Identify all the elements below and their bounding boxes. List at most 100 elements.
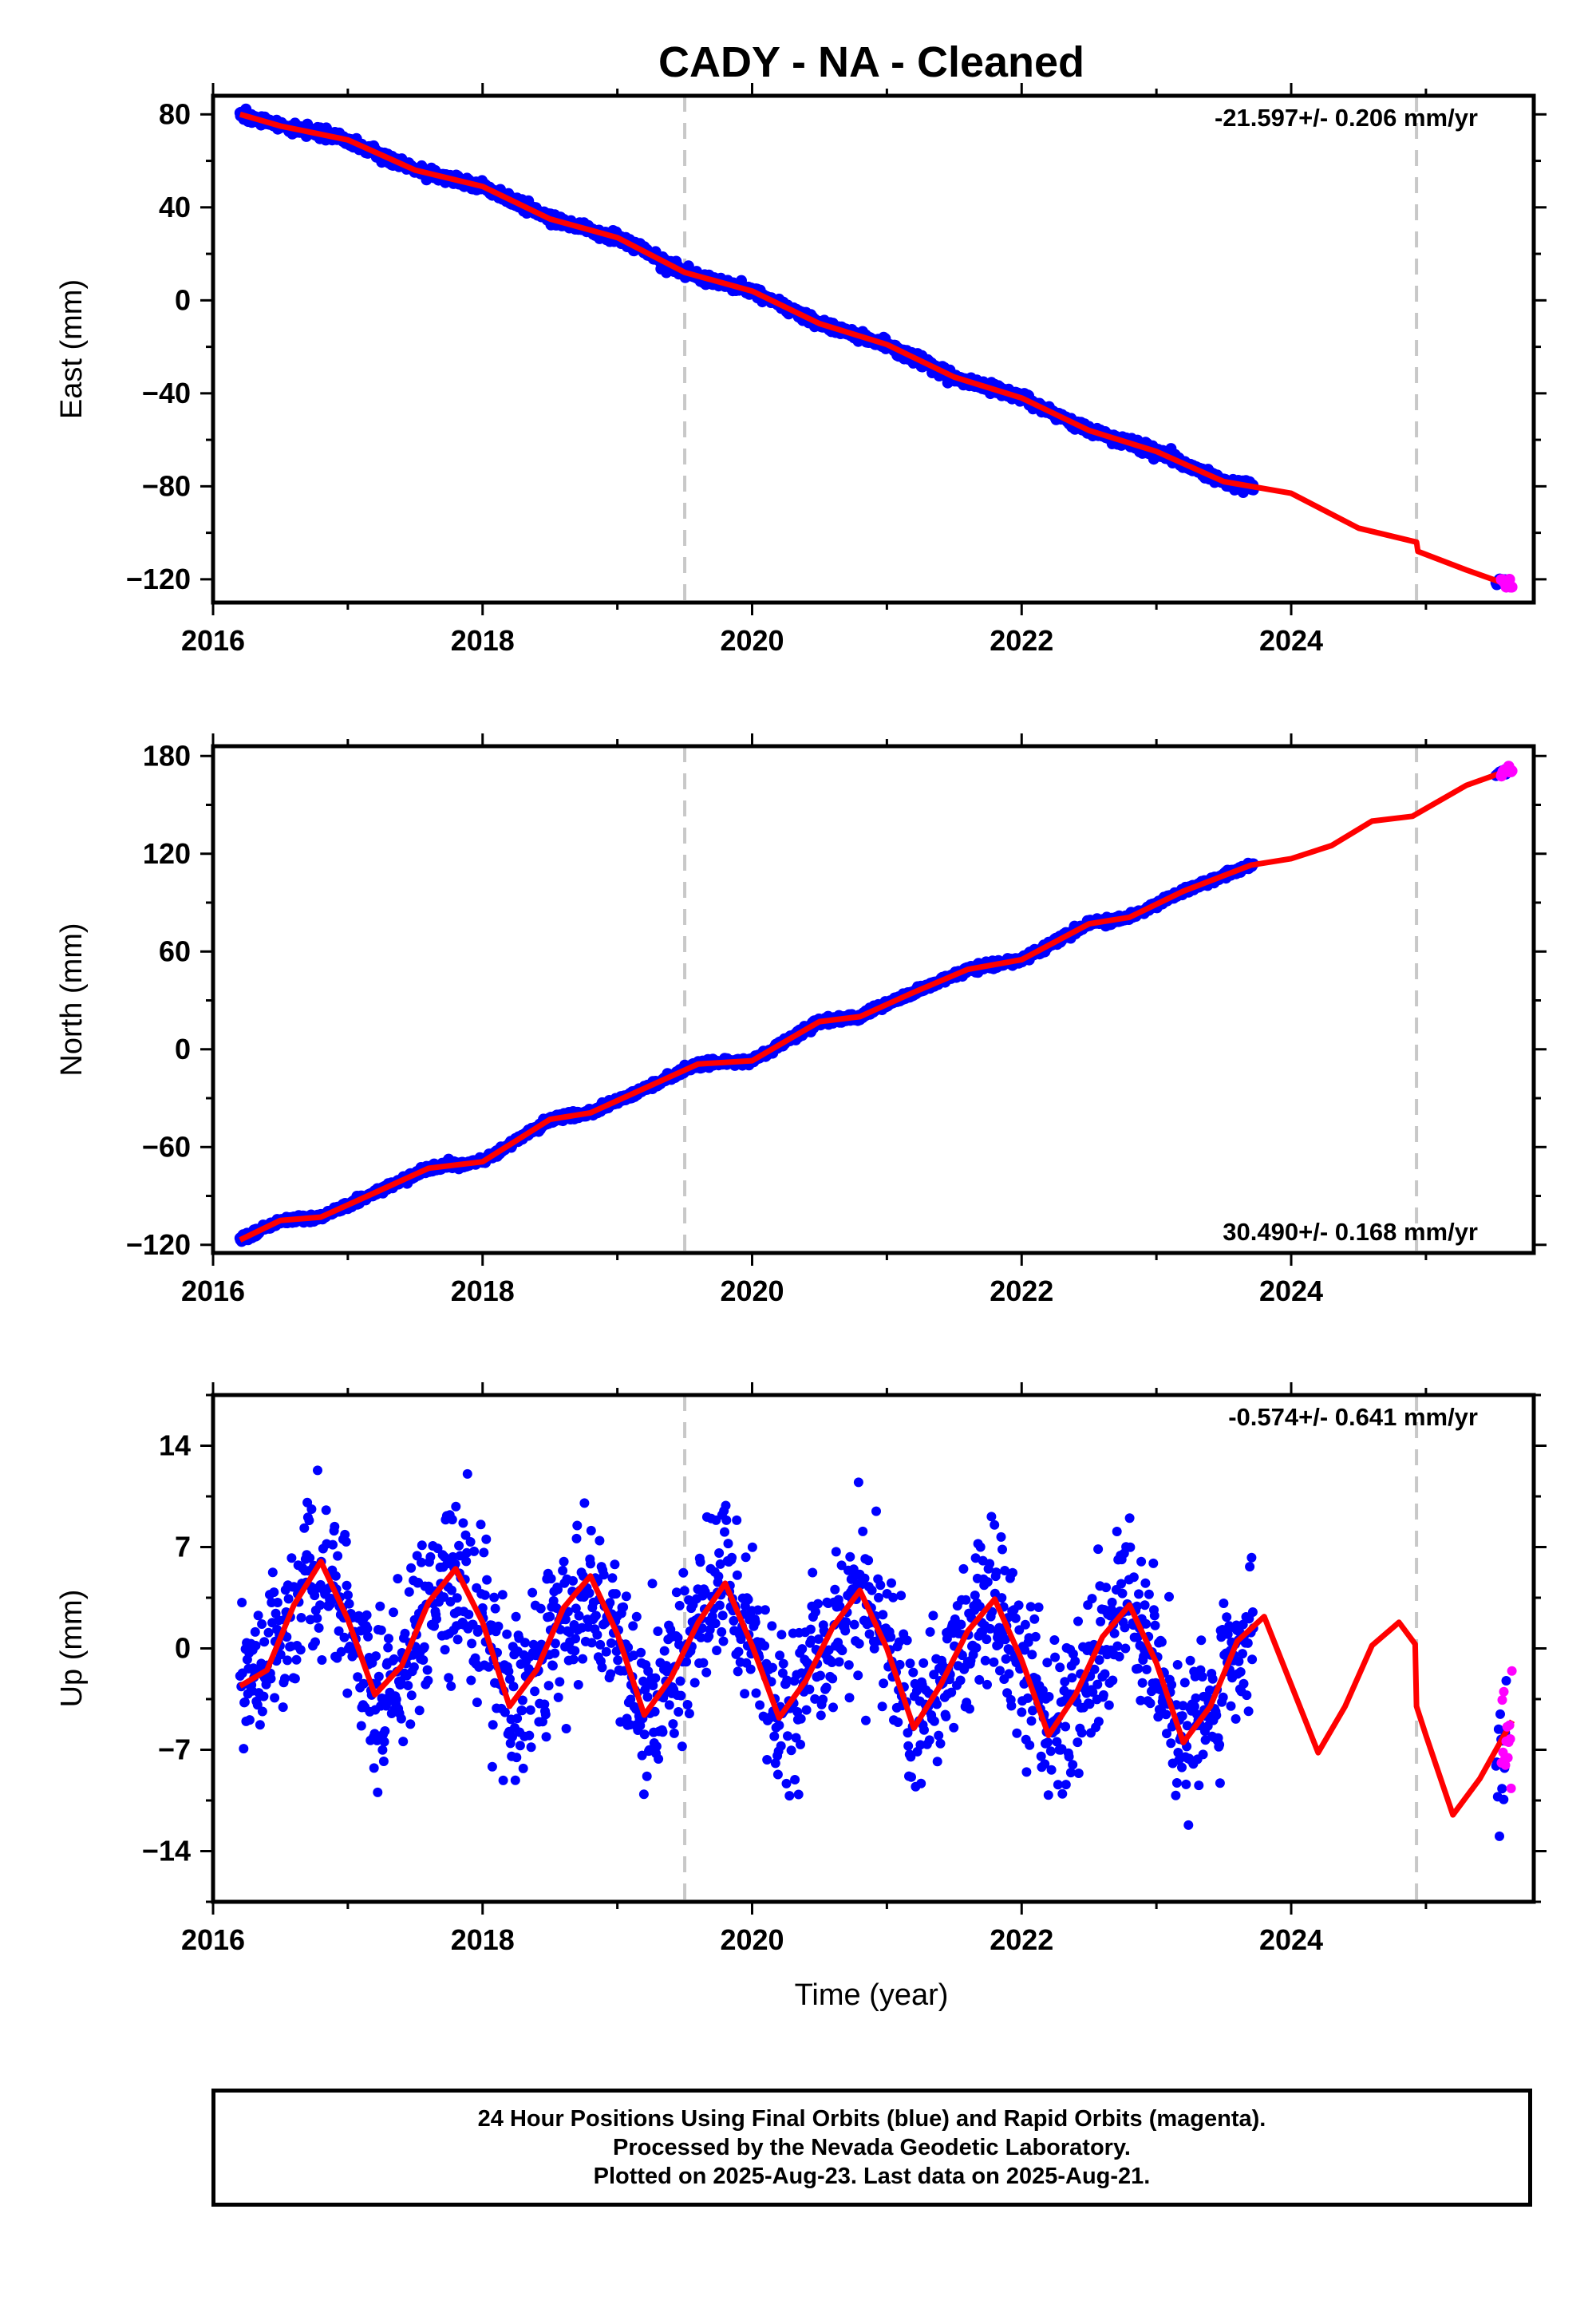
data-point <box>768 1662 777 1673</box>
data-point <box>508 1732 517 1742</box>
panels: 2016 2018 2020 2022 2024−120−80−4004080East … <box>55 83 1547 1956</box>
data-point <box>679 1586 689 1596</box>
data-point <box>272 1598 282 1607</box>
data-point <box>729 1615 739 1626</box>
data-point <box>751 1688 761 1698</box>
data-point <box>465 1537 476 1547</box>
data-point <box>786 1745 796 1756</box>
data-point <box>251 1641 261 1650</box>
data-point <box>669 1728 679 1738</box>
data-point <box>778 1658 788 1669</box>
data-point <box>697 1623 707 1634</box>
data-point <box>317 1655 327 1665</box>
data-point <box>721 1500 731 1511</box>
data-point <box>550 1638 560 1649</box>
data-point <box>511 1611 521 1622</box>
data-point <box>689 1678 700 1688</box>
data-point <box>573 1680 583 1690</box>
data-point <box>255 1720 265 1730</box>
data-point <box>781 1778 792 1788</box>
data-point <box>776 1630 787 1640</box>
data-point <box>810 1694 820 1704</box>
data-point <box>714 1600 725 1611</box>
data-point <box>361 1610 372 1620</box>
data-point <box>306 1504 317 1514</box>
data-point <box>918 1658 929 1668</box>
data-point <box>869 1643 879 1654</box>
data-point <box>896 1591 907 1601</box>
data-point <box>733 1666 743 1677</box>
data-point <box>836 1560 847 1571</box>
data-point <box>546 1574 556 1584</box>
data-point <box>452 1634 463 1645</box>
data-point <box>695 1557 705 1567</box>
data-point <box>440 1645 450 1655</box>
data-point <box>710 1618 721 1629</box>
data-point <box>677 1741 687 1752</box>
data-point <box>595 1535 605 1546</box>
data-point <box>805 1624 816 1634</box>
data-point <box>551 1603 562 1613</box>
data-point <box>378 1757 389 1766</box>
data-point <box>291 1654 302 1665</box>
data-point <box>636 1647 646 1658</box>
data-point <box>439 1592 449 1603</box>
data-point <box>333 1551 343 1561</box>
data-point <box>299 1523 310 1533</box>
data-point <box>408 1650 418 1660</box>
data-point <box>489 1592 500 1603</box>
data-point <box>372 1735 382 1745</box>
data-point <box>517 1705 527 1716</box>
plot-area-up <box>235 1395 1517 1902</box>
data-point <box>591 1611 601 1621</box>
data-point <box>342 1688 353 1698</box>
data-point <box>340 1529 350 1539</box>
y-axis-label-east: East (mm) <box>55 279 89 419</box>
data-point <box>584 1588 595 1599</box>
data-point <box>520 1638 530 1648</box>
data-point <box>642 1771 652 1781</box>
model-curve <box>239 111 1514 589</box>
data-point <box>498 1775 508 1785</box>
data-point <box>423 1675 433 1686</box>
data-point <box>753 1605 763 1615</box>
data-point <box>650 1673 661 1683</box>
data-point <box>621 1591 631 1602</box>
plot-area-east <box>234 96 1518 603</box>
data-point <box>813 1634 824 1644</box>
x-tick-label: 2020 <box>720 1275 784 1307</box>
data-point <box>650 1706 660 1717</box>
data-point <box>760 1641 770 1651</box>
data-point <box>504 1666 514 1677</box>
data-point <box>358 1678 369 1689</box>
data-point <box>414 1705 425 1716</box>
data-point <box>682 1700 693 1709</box>
data-point <box>613 1655 623 1666</box>
data-point <box>875 1580 886 1591</box>
data-point <box>743 1595 753 1605</box>
rapid-orbit-points <box>1495 574 1518 593</box>
data-point <box>841 1617 851 1627</box>
x-tick-label: 2022 <box>990 1275 1053 1307</box>
data-point <box>555 1677 565 1687</box>
data-point <box>597 1662 607 1673</box>
data-point <box>356 1721 366 1731</box>
x-tick-label: 2018 <box>451 1275 515 1307</box>
final-orbit-points <box>235 1465 1511 1841</box>
data-point <box>377 1745 388 1755</box>
data-point <box>715 1559 725 1569</box>
data-point <box>894 1637 904 1647</box>
rapid-orbit-points <box>1495 761 1518 782</box>
data-point <box>526 1742 536 1753</box>
data-point <box>488 1720 498 1730</box>
data-point <box>512 1713 523 1724</box>
data-point <box>762 1755 772 1765</box>
data-point <box>539 1699 550 1709</box>
panel-east: 2016 2018 2020 2022 2024−120−80−4004080East … <box>55 83 1547 657</box>
data-point <box>849 1619 859 1630</box>
data-point <box>371 1651 381 1662</box>
data-point <box>808 1567 818 1578</box>
y-tick-label: −60 <box>142 1130 191 1163</box>
data-point <box>801 1705 812 1715</box>
data-point <box>304 1516 314 1526</box>
